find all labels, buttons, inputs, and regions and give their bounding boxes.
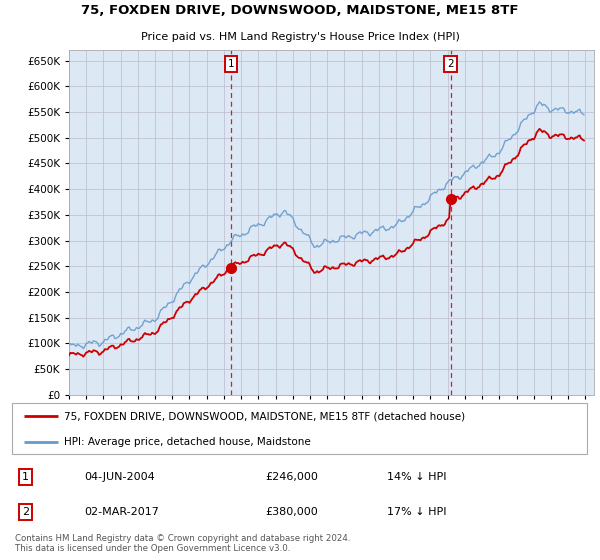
Text: £246,000: £246,000 <box>265 472 318 482</box>
Text: HPI: Average price, detached house, Maidstone: HPI: Average price, detached house, Maid… <box>64 437 311 447</box>
Text: 02-MAR-2017: 02-MAR-2017 <box>85 507 160 517</box>
Text: 1: 1 <box>228 59 235 69</box>
Text: 2: 2 <box>22 507 29 517</box>
Text: 1: 1 <box>22 472 29 482</box>
Text: 75, FOXDEN DRIVE, DOWNSWOOD, MAIDSTONE, ME15 8TF: 75, FOXDEN DRIVE, DOWNSWOOD, MAIDSTONE, … <box>81 4 519 17</box>
Text: 17% ↓ HPI: 17% ↓ HPI <box>388 507 447 517</box>
Text: 2: 2 <box>447 59 454 69</box>
Text: Price paid vs. HM Land Registry's House Price Index (HPI): Price paid vs. HM Land Registry's House … <box>140 32 460 42</box>
Text: Contains HM Land Registry data © Crown copyright and database right 2024.
This d: Contains HM Land Registry data © Crown c… <box>15 534 350 553</box>
Text: 04-JUN-2004: 04-JUN-2004 <box>85 472 155 482</box>
Text: 75, FOXDEN DRIVE, DOWNSWOOD, MAIDSTONE, ME15 8TF (detached house): 75, FOXDEN DRIVE, DOWNSWOOD, MAIDSTONE, … <box>64 411 466 421</box>
Text: £380,000: £380,000 <box>265 507 318 517</box>
Text: 14% ↓ HPI: 14% ↓ HPI <box>388 472 447 482</box>
FancyBboxPatch shape <box>12 403 587 454</box>
